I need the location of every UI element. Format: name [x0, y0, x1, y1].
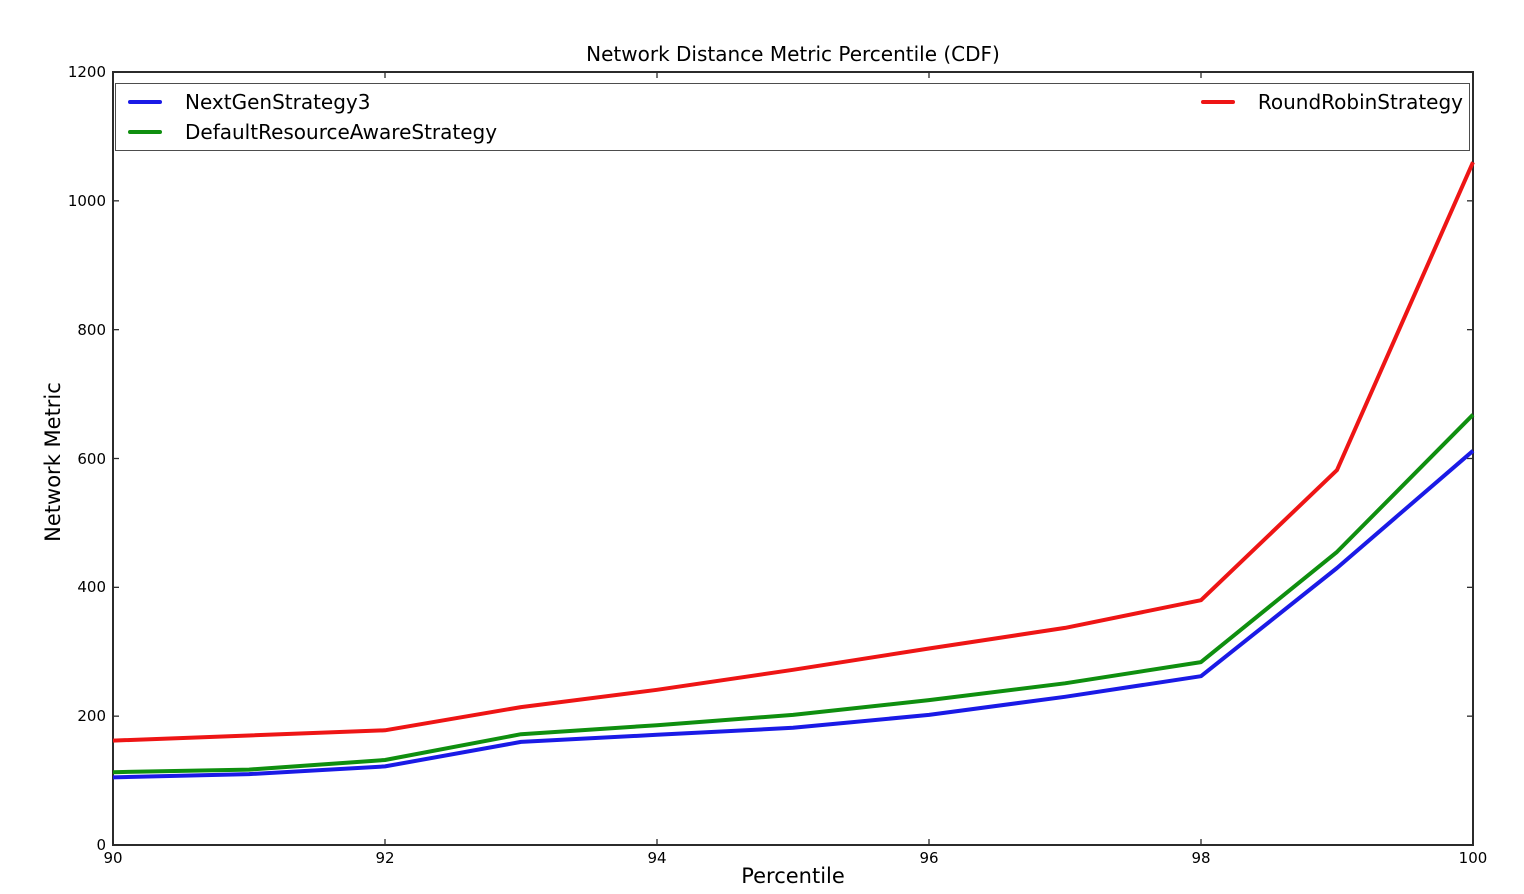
series-line-nextgenstrategy3 [112, 449, 1475, 780]
y-tick-label: 400 [77, 578, 106, 597]
legend-item-defaultresourceawarestrategy: DefaultResourceAwareStrategy [128, 117, 497, 147]
x-tick-label: 96 [919, 849, 939, 867]
x-tick-label: 90 [103, 849, 123, 867]
legend: NextGenStrategy3 DefaultResourceAwareStr… [115, 83, 1470, 151]
y-tick-label: 1200 [67, 63, 106, 81]
y-tick-label: 1000 [67, 191, 106, 210]
legend-line-sample-blue [128, 100, 162, 104]
y-tick-label: 800 [77, 320, 106, 339]
x-tick-label: 100 [1458, 849, 1488, 867]
legend-line-sample-red [1200, 100, 1235, 104]
legend-right-column: RoundRobinStrategy [1200, 87, 1463, 147]
series-line-defaultresourceawarestrategy [112, 413, 1475, 775]
legend-line-sample-green [128, 130, 162, 134]
x-tick-label: 92 [375, 849, 395, 867]
x-tick-label: 98 [1191, 849, 1211, 867]
legend-left-column: NextGenStrategy3 DefaultResourceAwareStr… [128, 87, 497, 147]
y-tick-label: 0 [96, 836, 106, 854]
y-tick-label: 600 [77, 449, 106, 468]
legend-label: RoundRobinStrategy [1257, 90, 1463, 114]
series-line-roundrobinstrategy [112, 161, 1475, 743]
x-axis-label: Percentile [741, 864, 845, 888]
legend-item-nextgenstrategy3: NextGenStrategy3 [128, 87, 497, 117]
legend-label: DefaultResourceAwareStrategy [185, 120, 498, 144]
chart-title: Network Distance Metric Percentile (CDF) [586, 42, 1000, 66]
legend-item-roundrobinstrategy: RoundRobinStrategy [1200, 87, 1463, 117]
y-tick-label: 200 [77, 707, 106, 726]
legend-label: NextGenStrategy3 [185, 90, 371, 114]
x-tick-label: 94 [647, 849, 667, 867]
